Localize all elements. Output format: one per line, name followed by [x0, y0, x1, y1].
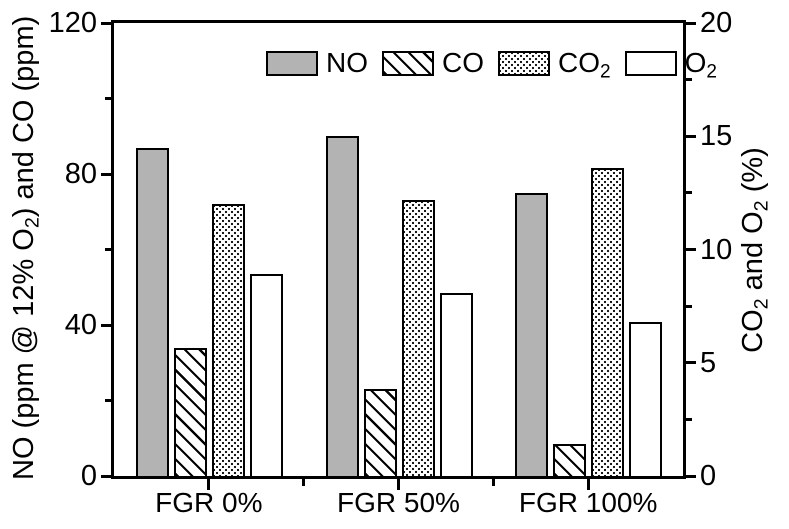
left-axis-tick-label: 40 — [64, 309, 97, 341]
right-axis-major-tick — [686, 474, 696, 478]
legend-label-NO: NO — [326, 49, 368, 77]
left-axis-tick-label: 0 — [80, 460, 97, 492]
left-axis-minor-tick — [105, 97, 111, 100]
bar-NO-FGR0 — [135, 147, 169, 478]
right-axis-tick-label: 20 — [700, 7, 733, 39]
legend-item-CO2: CO2 — [498, 47, 611, 82]
legend-item-CO: CO — [382, 49, 484, 77]
left-axis-minor-tick — [105, 248, 111, 251]
bar-CO2-FGR100 — [591, 167, 625, 478]
legend-label-CO: CO — [442, 49, 484, 77]
right-axis-minor-tick — [686, 304, 692, 308]
bar-CO2-FGR0 — [211, 204, 245, 478]
x-axis-major-tick — [207, 479, 211, 490]
left-axis-tick-label: 120 — [48, 7, 97, 39]
right-axis-major-tick — [686, 21, 696, 25]
label-text: (%) — [737, 147, 769, 201]
right-axis-minor-tick — [686, 417, 692, 421]
right-axis-tick-label: 0 — [700, 460, 717, 492]
right-axis-minor-tick — [686, 78, 692, 82]
left-axis-major-tick — [101, 172, 111, 176]
right-axis-major-tick — [686, 134, 696, 138]
left-axis-major-tick — [101, 474, 111, 478]
legend: NO CO CO2 O2 — [266, 47, 717, 82]
x-axis-minor-tick — [491, 479, 495, 486]
bar-CO-FGR50 — [363, 389, 397, 478]
plot-area — [111, 20, 686, 479]
x-axis-category-label: FGR 0% — [155, 487, 263, 518]
bar-CO-FGR0 — [173, 347, 207, 478]
legend-swatch-O2 — [624, 50, 677, 76]
label-text: NO (ppm @ 12% O — [8, 228, 40, 480]
label-text: NO — [326, 47, 368, 78]
left-axis-tick-label: 80 — [64, 158, 97, 190]
legend-label-O2: O2 — [684, 47, 717, 82]
right-axis-tick-label: 10 — [700, 233, 733, 266]
label-text: O — [684, 47, 707, 78]
x-axis-major-tick — [397, 479, 400, 490]
bar-NO-FGR100 — [515, 192, 549, 478]
left-axis-minor-tick — [105, 399, 111, 402]
x-axis-category-label: FGR 50% — [337, 487, 460, 518]
label-text: CO — [442, 47, 484, 78]
legend-label-CO2: CO2 — [558, 47, 611, 82]
left-axis-major-tick — [101, 21, 111, 25]
label-subscript: 2 — [706, 61, 717, 83]
x-axis-major-tick — [586, 479, 590, 490]
left-axis-title: NO (ppm @ 12% O2) and CO (ppm) — [8, 16, 44, 480]
legend-item-O2: O2 — [624, 47, 717, 82]
legend-swatch-NO — [266, 50, 318, 76]
legend-item-NO: NO — [266, 49, 368, 77]
bar-CO-FGR100 — [553, 443, 587, 478]
right-axis-major-tick — [686, 361, 696, 365]
bar-CO2-FGR50 — [401, 199, 435, 478]
bar-O2-FGR0 — [249, 274, 283, 478]
label-subscript: 2 — [750, 298, 773, 310]
left-axis-major-tick — [101, 323, 111, 327]
legend-swatch-CO — [382, 50, 434, 76]
bar-NO-FGR50 — [325, 136, 359, 478]
label-text: CO — [558, 47, 600, 78]
bar-O2-FGR50 — [439, 292, 473, 478]
x-axis-minor-tick — [302, 479, 306, 486]
right-axis-tick-label: 5 — [700, 346, 717, 379]
x-axis-category-label: FGR 100% — [518, 487, 658, 518]
label-text: ) and CO (ppm) — [8, 15, 40, 218]
legend-swatch-CO2 — [498, 50, 550, 76]
label-subscript: 2 — [750, 200, 773, 212]
bar-O2-FGR100 — [629, 321, 663, 478]
right-axis-tick-label: 15 — [700, 120, 733, 153]
right-axis-major-tick — [686, 248, 696, 251]
label-subscript: 2 — [21, 217, 44, 229]
right-axis-minor-tick — [686, 191, 692, 195]
label-subscript: 2 — [600, 61, 611, 83]
